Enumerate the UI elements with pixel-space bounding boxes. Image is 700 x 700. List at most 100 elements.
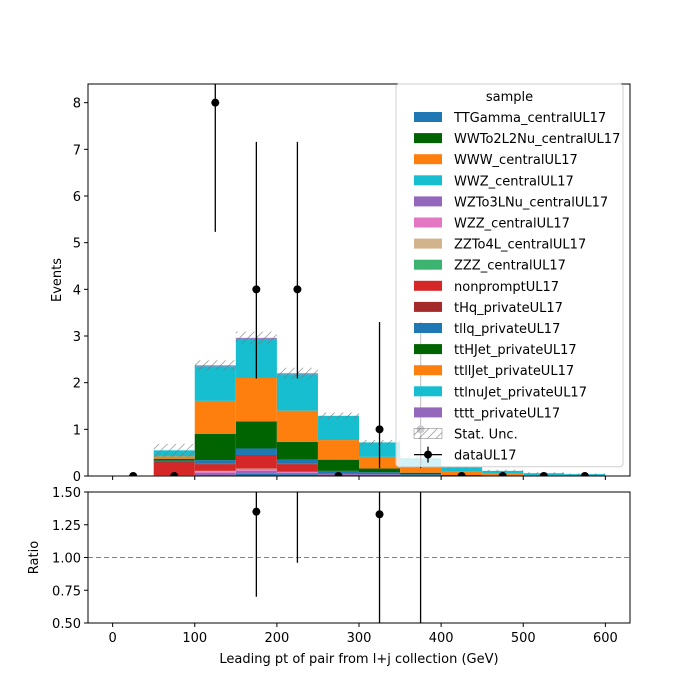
legend-swatch-ZZTo4L_centralUL17	[414, 238, 442, 249]
legend-label: TTGamma_centralUL17	[453, 111, 606, 126]
bar-ttlnuJet_privateUL17-bin2	[194, 366, 236, 401]
bar-ttllJet_privateUL17-bin7	[400, 466, 442, 473]
legend-swatch-ttllJet_privateUL17	[414, 365, 442, 376]
bar-ttHJet_privateUL17-bin5	[317, 459, 359, 471]
legend-label: tttt_privateUL17	[454, 406, 560, 421]
bar-tllq_privateUL17-bin4	[276, 459, 318, 464]
ratio-point-3	[375, 510, 384, 519]
legend-label: nonpromptUL17	[454, 280, 559, 295]
bar-tllq_privateUL17-bin6	[359, 472, 401, 475]
data-point-8	[457, 472, 466, 476]
bar-WZZ_centralUL17-bin4	[276, 471, 318, 473]
y-tick-label: 2	[73, 377, 81, 392]
data-point-9	[498, 472, 507, 476]
bar-tHq_privateUL17-bin4	[276, 463, 318, 465]
x-tick-label: 400	[429, 631, 454, 646]
legend-label: ZZTo4L_centralUL17	[454, 238, 586, 253]
legend-swatch-nonpromptUL17	[414, 280, 442, 291]
bar-tHq_privateUL17-bin1	[153, 462, 195, 463]
data-point-4	[293, 285, 302, 294]
bar-ttHJet_privateUL17-bin7	[400, 472, 442, 475]
y-tick-label: 8	[73, 97, 81, 112]
y-tick-label: 3	[73, 330, 81, 345]
legend-swatch-tHq_privateUL17	[414, 301, 442, 312]
stat-unc-bin5	[317, 412, 359, 420]
data-point-0	[129, 472, 138, 476]
ratio-point-0	[211, 244, 219, 252]
stat-unc-bin9	[482, 469, 524, 473]
legend-swatch-tttt_privateUL17	[414, 407, 442, 418]
x-axis-label: Leading pt of pair from l+j collection (…	[219, 652, 498, 667]
x-tick-label: 500	[511, 631, 536, 646]
main-panel: 0 1 2 3 4 5 6 7 8 Events	[50, 83, 631, 485]
y-tick-label: 1	[73, 423, 81, 438]
data-point-5	[334, 472, 343, 476]
x-tick-label: 200	[264, 631, 289, 646]
legend-label: ttHJet_privateUL17	[454, 343, 577, 358]
ratio-panel: 0.500.751.001.251.500 100 200 300 400 500 600R…	[27, 244, 631, 667]
legend-swatch-TTGamma_centralUL17	[414, 112, 442, 122]
y-tick-label: 6	[73, 190, 81, 205]
ratio-y-tick-label: 0.50	[52, 617, 81, 632]
legend-swatch-WWTo2L2Nu_centralUL17	[414, 133, 442, 144]
bar-nonpromptUL17-bin3	[235, 455, 277, 469]
bar-nonpromptUL17-bin4	[276, 464, 318, 472]
y-axis-label: Events	[50, 258, 65, 302]
legend-swatch-stat-unc	[413, 428, 443, 439]
x-tick-label: 0	[108, 631, 116, 646]
legend-label: WWW_centralUL17	[454, 153, 578, 168]
legend-box	[395, 83, 624, 468]
legend-label: WWTo2L2Nu_centralUL17	[454, 132, 620, 147]
bar-tllq_privateUL17-bin1	[153, 460, 195, 462]
bar-WZTo3LNu_centralUL17-bin6	[359, 474, 401, 476]
x-tick-label: 600	[593, 631, 618, 646]
bar-ttllJet_privateUL17-bin3	[235, 378, 277, 422]
stat-unc-bin2	[194, 360, 236, 371]
legend-data-marker	[424, 450, 432, 459]
data-point-1	[170, 472, 179, 476]
legend-label: WZZ_centralUL17	[454, 217, 570, 232]
bar-WZZ_centralUL17-bin2	[194, 471, 236, 473]
bar-WZTo3LNu_centralUL17-bin4	[276, 472, 318, 475]
ratio-y-tick-label: 1.50	[52, 486, 81, 501]
bar-WZTo3LNu_centralUL17-bin2	[194, 472, 236, 476]
legend-label: tllq_privateUL17	[454, 322, 560, 337]
bar-WZTo3LNu_centralUL17-bin3	[235, 470, 277, 474]
y-tick-label: 4	[73, 283, 81, 298]
bar-tllq_privateUL17-bin2	[194, 460, 236, 464]
legend-swatch-WZTo3LNu_centralUL17	[414, 196, 442, 207]
legend-label: dataUL17	[454, 449, 517, 464]
data-point-11	[580, 472, 589, 476]
ratio-points	[88, 244, 630, 623]
legend-swatch-WZZ_centralUL17	[414, 217, 442, 228]
legend-label: Stat. Unc.	[454, 428, 518, 443]
x-tick-label: 100	[182, 631, 207, 646]
y-tick-label: 0	[73, 470, 81, 485]
bar-ttHJet_privateUL17-bin6	[359, 468, 401, 473]
bar-ttHJet_privateUL17-bin2	[194, 434, 236, 461]
bar-tHq_privateUL17-bin2	[194, 463, 236, 465]
bar-ttlnuJet_privateUL17-bin5	[317, 415, 359, 441]
legend-label: ttllJet_privateUL17	[454, 364, 574, 379]
bar-TTGamma_centralUL17-bin3	[235, 473, 277, 476]
stacked-histogram	[153, 331, 606, 476]
legend-label: ZZZ_centralUL17	[454, 259, 566, 274]
bar-nonpromptUL17-bin2	[194, 464, 236, 471]
bar-ttllJet_privateUL17-bin2	[194, 400, 236, 434]
ratio-y-tick-label: 1.25	[52, 519, 81, 534]
bar-ttHJet_privateUL17-bin4	[276, 441, 318, 460]
ratio-y-tick-label: 1.00	[52, 552, 81, 567]
ratio-point-1	[252, 507, 261, 516]
bar-tllq_privateUL17-bin3	[235, 448, 277, 455]
x-tick-label: 300	[347, 631, 372, 646]
legend-swatch-WWZ_centralUL17	[414, 175, 442, 186]
legend-swatch-ttlnuJet_privateUL17	[414, 386, 442, 397]
y-tick-label: 5	[73, 237, 81, 252]
bar-ttllJet_privateUL17-bin1	[153, 456, 195, 459]
bar-TTGamma_centralUL17-bin4	[276, 474, 318, 476]
bar-ttlnuJet_privateUL17-bin4	[276, 374, 318, 411]
legend-title: sample	[486, 90, 533, 105]
y-tick-label: 7	[73, 143, 81, 158]
bar-ttlnuJet_privateUL17-bin8	[441, 467, 483, 472]
